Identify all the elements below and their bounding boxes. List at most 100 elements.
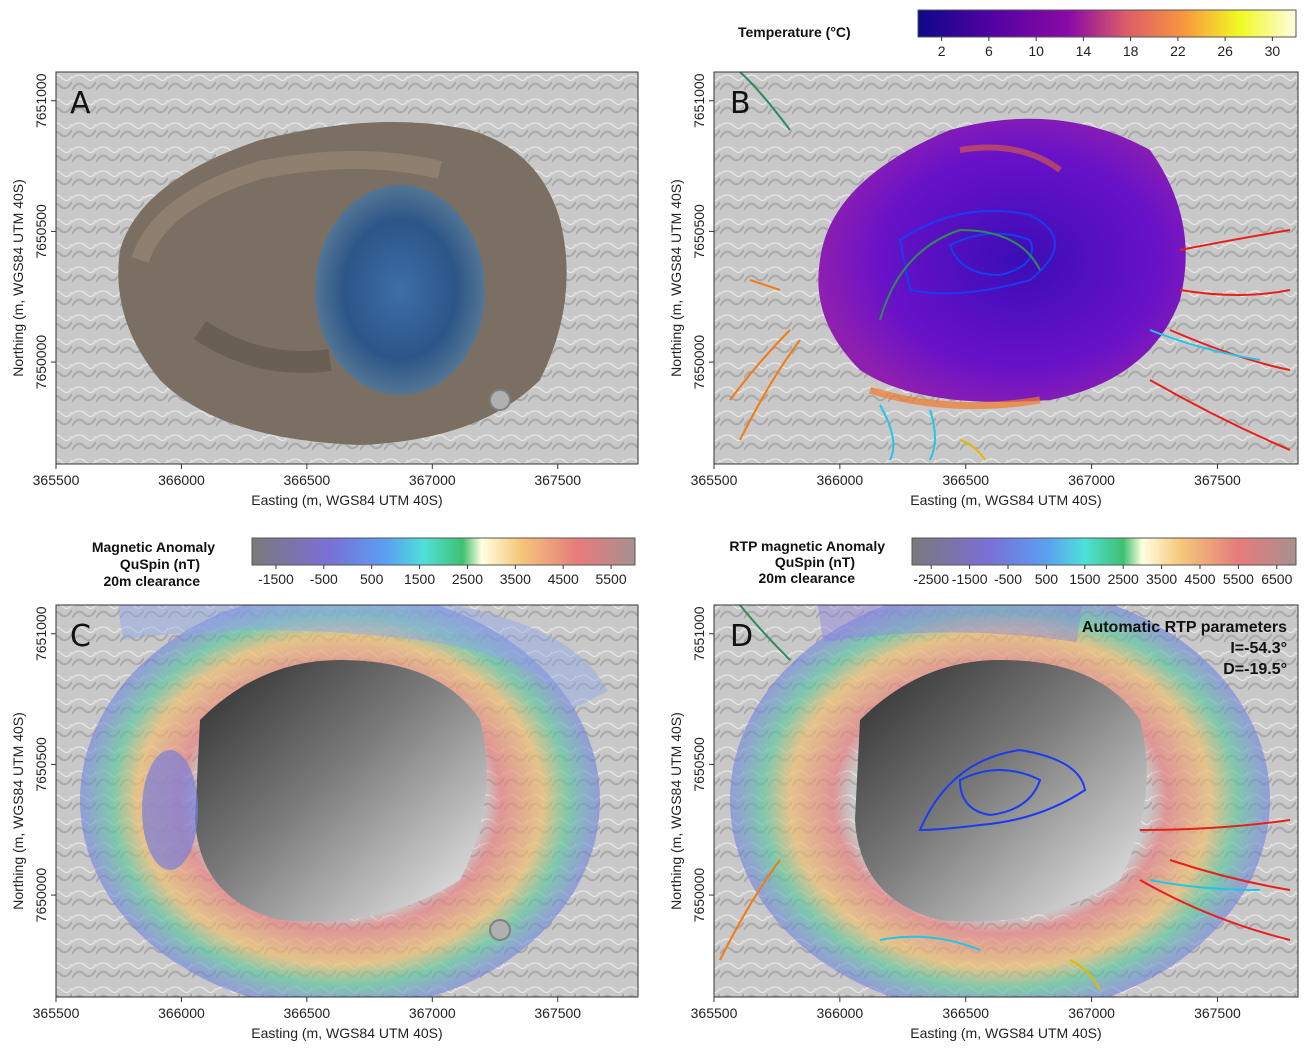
rtp-tick-label: 1500 xyxy=(1069,571,1100,587)
y-tick-label: 7651000 xyxy=(33,73,49,128)
magnetic-tick-label: 2500 xyxy=(452,571,483,587)
axes-layer: 365500 366000 366500 367000 367500 7651000 765… xyxy=(10,73,1241,1041)
rtp-tick-label: -1500 xyxy=(952,571,988,587)
x-tick-label: 366500 xyxy=(942,472,989,488)
colorbar-title: Temperature (°C) xyxy=(738,24,851,40)
panel-c: C Magnetic Anomaly QuSpin (nT) 20m clear… xyxy=(55,537,639,998)
orange-lava-flows xyxy=(719,859,781,961)
x-tick-label: 366500 xyxy=(942,1005,989,1021)
rtp-colorbar-ticks: -2500 -1500 -500 500 1500 2500 3500 4500 5500 650… xyxy=(913,565,1293,587)
green-contour xyxy=(879,228,1041,321)
panel-letter-c: C xyxy=(70,619,91,654)
rtp-inclination: I=-54.3° xyxy=(1230,640,1287,657)
blue-contour xyxy=(918,748,1087,832)
x-axis-title: Easting (m, WGS84 UTM 40S) xyxy=(910,492,1101,508)
rtp-tick-label: 2500 xyxy=(1108,571,1139,587)
x-tick-label: 367500 xyxy=(1194,1005,1241,1021)
map-frame xyxy=(55,71,639,465)
magnetic-tick-label: -1500 xyxy=(258,571,294,587)
x-tick-label: 366000 xyxy=(158,472,205,488)
x-tick-label: 367500 xyxy=(534,472,581,488)
map-frame xyxy=(55,604,639,998)
magnetic-tick-label: 5500 xyxy=(595,571,626,587)
magnetic-colorbar-ticks: -1500 -500 500 1500 2500 3500 4500 5500 xyxy=(258,565,627,587)
magnetic-colorbar xyxy=(251,537,636,566)
rtp-colorbar xyxy=(911,537,1297,566)
panel-letter-d: D xyxy=(730,619,753,654)
temperature-tick-label: 26 xyxy=(1217,43,1233,59)
temperature-tick-label: 30 xyxy=(1265,43,1281,59)
x-tick-label: 367500 xyxy=(534,1005,581,1021)
rtp-tick-label: 5500 xyxy=(1223,571,1254,587)
panel-letter-b: B xyxy=(730,86,751,121)
panel-letter-a: A xyxy=(70,86,91,121)
y-tick-label: 7650500 xyxy=(33,737,49,792)
rtp-tick-label: 6500 xyxy=(1261,571,1292,587)
y-tick-label: 7651000 xyxy=(691,606,707,661)
y-tick-label: 7650500 xyxy=(691,204,707,259)
magnetic-tick-label: 1500 xyxy=(404,571,435,587)
x-tick-label: 365500 xyxy=(691,1005,738,1021)
x-tick-label: 366000 xyxy=(158,1005,205,1021)
temperature-tick-label: 18 xyxy=(1123,43,1139,59)
y-tick-label: 7650000 xyxy=(33,868,49,923)
y-axis-title: Northing (m, WGS84 UTM 40S) xyxy=(668,179,684,377)
temperature-tick-label: 2 xyxy=(938,43,946,59)
rtp-tick-label: -2500 xyxy=(913,571,949,587)
x-tick-label: 366000 xyxy=(817,1005,864,1021)
x-tick-label: 366500 xyxy=(284,1005,331,1021)
y-tick-label: 7650000 xyxy=(33,335,49,390)
colorbar-title-line1: RTP magnetic Anomaly xyxy=(729,538,885,554)
x-tick-label: 365500 xyxy=(691,472,738,488)
y-axis-title: Northing (m, WGS84 UTM 40S) xyxy=(10,712,26,910)
magnetic-tick-label: 3500 xyxy=(500,571,531,587)
rtp-declination: D=-19.5° xyxy=(1223,661,1287,678)
rtp-parameters-title: Automatic RTP parameters xyxy=(1082,619,1287,636)
panel-d: D RTP magnetic Anomaly QuSpin (nT) 20m c… xyxy=(713,537,1299,998)
y-tick-label: 7650000 xyxy=(691,335,707,390)
x-tick-label: 365500 xyxy=(33,1005,80,1021)
panel-a: A xyxy=(55,71,639,465)
orange-lava-flows xyxy=(729,279,801,441)
crater-hillshade xyxy=(855,660,1147,922)
magnetic-tick-label: 500 xyxy=(360,571,384,587)
red-lava-flows xyxy=(1149,229,1291,451)
temperature-tick-label: 10 xyxy=(1028,43,1044,59)
x-tick-label: 367000 xyxy=(1068,472,1115,488)
temperature-colorbar xyxy=(917,9,1297,38)
temperature-tick-label: 6 xyxy=(985,43,993,59)
colorbar-title-line2: QuSpin (nT) xyxy=(775,554,855,570)
y-axis-title: Northing (m, WGS84 UTM 40S) xyxy=(10,179,26,377)
panel-b: B Temperature (°C) 2 6 10 14 18 22 26 30 xyxy=(713,9,1299,465)
colorbar-title-line1: Magnetic Anomaly xyxy=(92,539,215,555)
y-tick-label: 7650500 xyxy=(691,737,707,792)
red-lava-flows xyxy=(1139,819,1291,941)
colorbar-title-line3: 20m clearance xyxy=(103,573,200,589)
y-tick-label: 7651000 xyxy=(33,606,49,661)
magnetic-tick-label: 4500 xyxy=(548,571,579,587)
colorbar-title-line3: 20m clearance xyxy=(758,570,855,586)
x-tick-label: 366000 xyxy=(817,472,864,488)
x-tick-label: 367500 xyxy=(1194,472,1241,488)
temperature-colorbar-ticks: 2 6 10 14 18 22 26 30 xyxy=(938,37,1281,59)
colorbar-title-line2: QuSpin (nT) xyxy=(120,556,200,572)
thermal-mosaic xyxy=(818,118,1186,402)
blue-contour xyxy=(898,209,1056,295)
x-tick-label: 366500 xyxy=(284,472,331,488)
x-axis-title: Easting (m, WGS84 UTM 40S) xyxy=(251,492,442,508)
x-axis-title: Easting (m, WGS84 UTM 40S) xyxy=(910,1025,1101,1041)
y-tick-label: 7650000 xyxy=(691,868,707,923)
x-tick-label: 367000 xyxy=(409,1005,456,1021)
rtp-tick-label: 3500 xyxy=(1146,571,1177,587)
rtp-tick-label: -500 xyxy=(994,571,1022,587)
map-frame xyxy=(713,71,1299,465)
x-axis-title: Easting (m, WGS84 UTM 40S) xyxy=(251,1025,442,1041)
map-frame xyxy=(713,604,1299,998)
cyan-lava-flows xyxy=(879,329,1261,461)
rtp-tick-label: 4500 xyxy=(1184,571,1215,587)
y-tick-label: 7651000 xyxy=(691,73,707,128)
temperature-tick-label: 14 xyxy=(1076,43,1092,59)
magnetic-tick-label: -500 xyxy=(310,571,338,587)
x-tick-label: 367000 xyxy=(1068,1005,1115,1021)
